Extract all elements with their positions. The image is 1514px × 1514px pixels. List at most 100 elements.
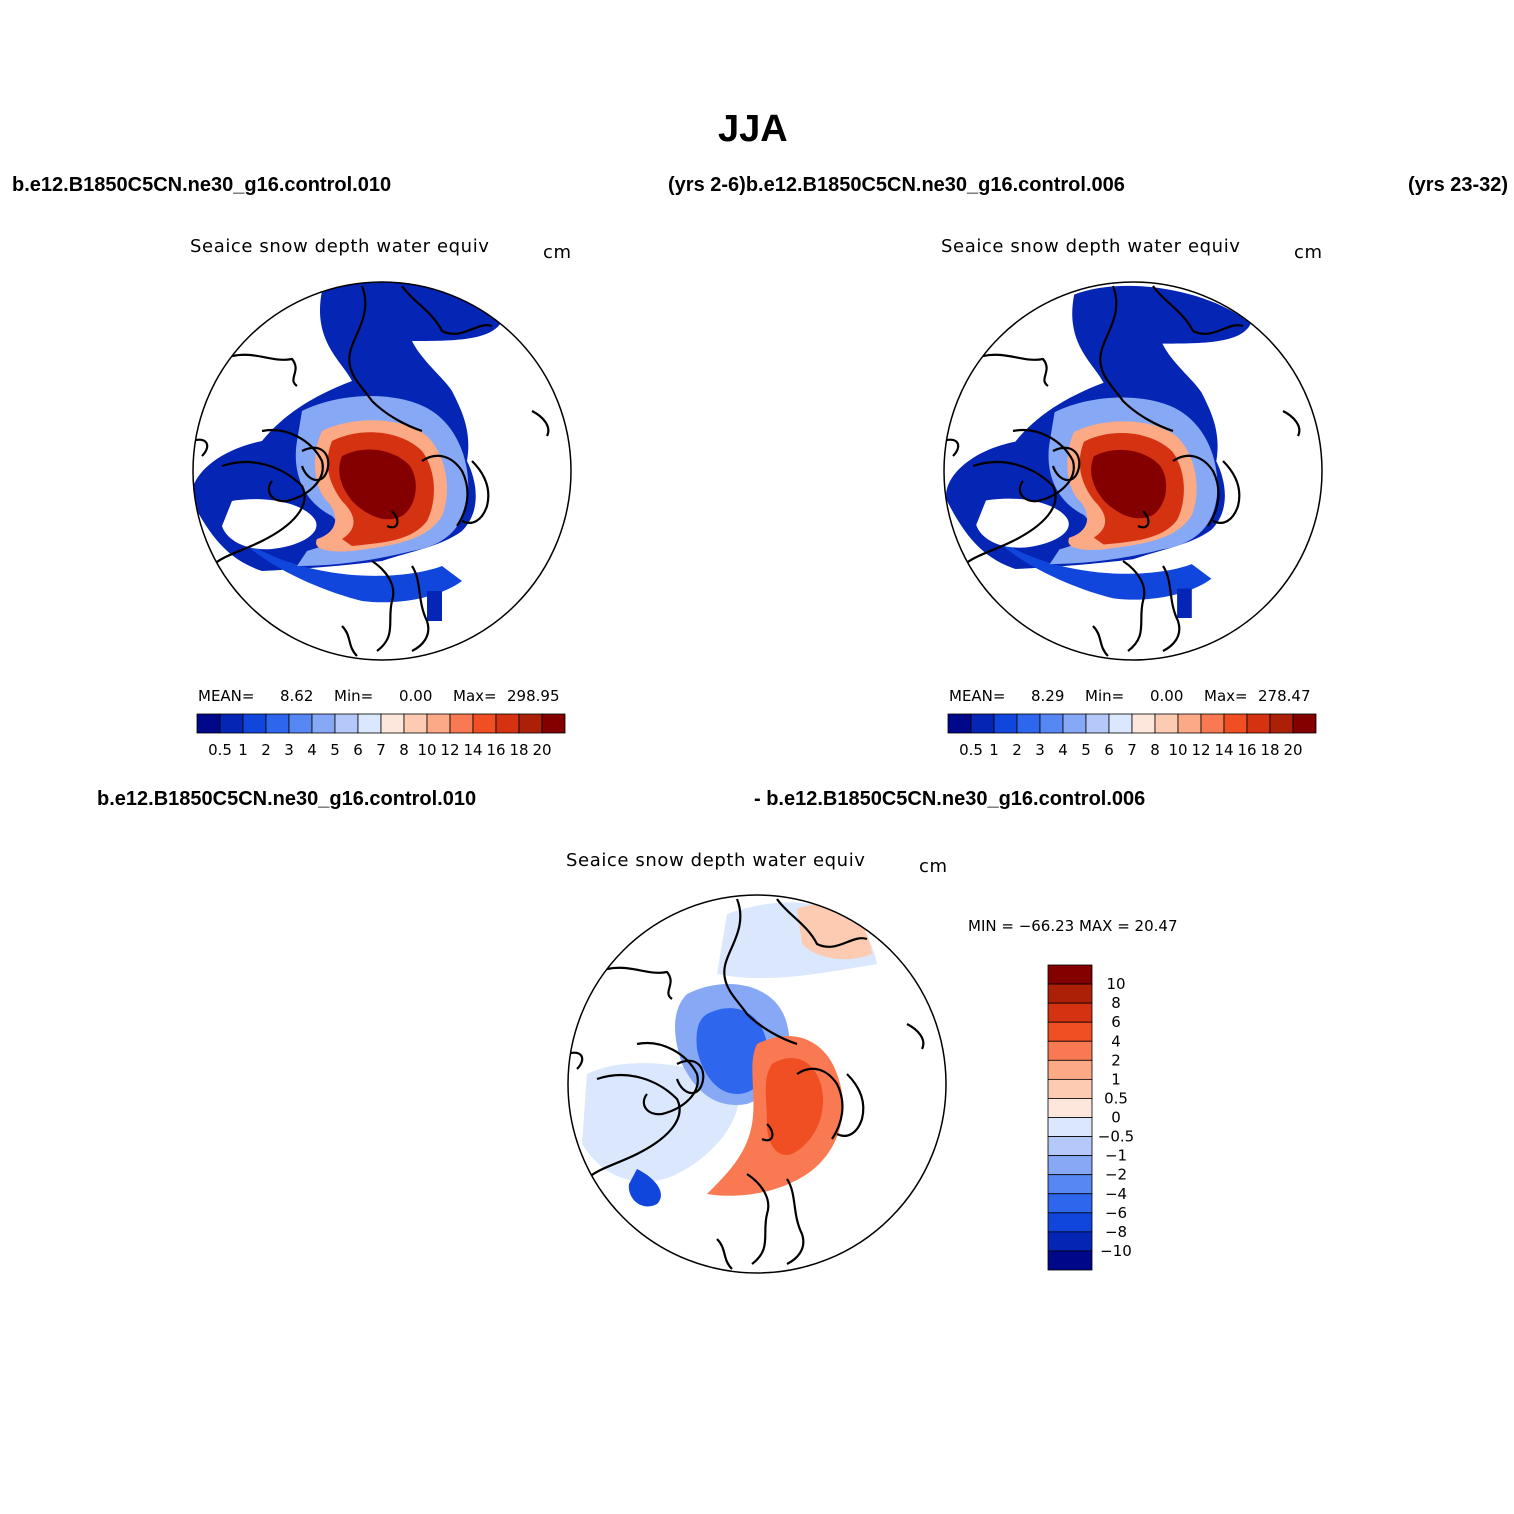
panel1-colorbar-swatch (403, 713, 428, 734)
panel2-colorbar-swatch (1062, 713, 1087, 734)
panel1-colorbar-tick-label: 20 (532, 741, 551, 759)
panel3-colorbar-swatch (1047, 1250, 1093, 1271)
panel1-mean: 8.62 (280, 687, 314, 705)
panel3-colorbar-tick-label: 1 (1111, 1070, 1121, 1088)
panel1-colorbar-tick-label: 7 (376, 741, 386, 759)
panel1-colorbar-swatch (472, 713, 497, 734)
panel3-colorbar-tick-label: −8 (1105, 1223, 1127, 1241)
panel3-colorbar-swatch (1047, 1021, 1093, 1042)
panel1-colorbar-swatch (196, 713, 221, 734)
panel3-colorbar-tick-label: −10 (1100, 1242, 1132, 1260)
panel1-colorbar-tick-label: 1 (238, 741, 248, 759)
panel1-colorbar: 0.5 1 2 3 4 5 6 7 8 10 12 14 16 18 20 (196, 713, 566, 759)
panel1-min: 0.00 (399, 687, 433, 705)
panel3-units: cm (919, 856, 948, 877)
panel1-colorbar-swatch (426, 713, 451, 734)
panel2-variable: Seaice snow depth water equiv (941, 236, 1241, 257)
panel2-colorbar-swatch (1269, 713, 1294, 734)
panel3-colorbar-tick-label: 6 (1111, 1013, 1121, 1031)
panel3-minmax: MIN = −66.23 MAX = 20.47 (968, 917, 1178, 935)
panel3-colorbar-tick-label: 10 (1106, 975, 1125, 993)
panel2-colorbar-swatch (1131, 713, 1156, 734)
panel3-map (567, 894, 947, 1274)
panel1-colorbar-tick-label: 0.5 (208, 741, 232, 759)
panel1-colorbar-swatch (334, 713, 359, 734)
panel2-colorbar-tick-label: 16 (1237, 741, 1256, 759)
panel1-colorbar-swatch (311, 713, 336, 734)
panel3-colorbar-tick-label: −6 (1105, 1204, 1127, 1222)
panel3-colorbar-swatch (1047, 1174, 1093, 1195)
top-left-case-label: b.e12.B1850C5CN.ne30_g16.control.010 (12, 174, 392, 196)
bottom-right-case-label: - b.e12.B1850C5CN.ne30_g16.control.006 (754, 788, 1146, 810)
panel1-colorbar-swatch (495, 713, 520, 734)
panel2-colorbar-swatch (1154, 713, 1179, 734)
panel2-colorbar-swatch (1039, 713, 1064, 734)
panel1-colorbar-swatch (380, 713, 405, 734)
panel1-colorbar-swatch (242, 713, 267, 734)
panel3-colorbar-tick-label: 0.5 (1104, 1089, 1128, 1107)
panel3-colorbar-swatch (1047, 1098, 1093, 1118)
panel1-colorbar-swatch (219, 713, 244, 734)
panel2-map (943, 281, 1323, 661)
panel2-colorbar-swatch (1085, 713, 1110, 734)
panel3-colorbar-swatch (1047, 964, 1093, 985)
panel2-colorbar-swatch (947, 713, 972, 734)
panel2-colorbar-tick-label: 18 (1260, 741, 1279, 759)
panel3-colorbar-tick-label: −2 (1105, 1166, 1127, 1184)
panel1-max: 298.95 (507, 687, 560, 705)
panel3-colorbar-tick-label: 2 (1111, 1051, 1121, 1069)
panel2-colorbar-swatch (993, 713, 1018, 734)
panel3-colorbar-swatch (1047, 1231, 1093, 1252)
figure-title: JJA (718, 108, 788, 150)
panel1-max-label: Max= (453, 687, 497, 705)
panel1-colorbar-tick-label: 2 (261, 741, 271, 759)
panel1-min-label: Min= (334, 687, 374, 705)
panel1-mean-label: MEAN= (198, 687, 255, 705)
panel1-colorbar-tick-label: 4 (307, 741, 317, 759)
panel2-colorbar-swatch (1200, 713, 1225, 734)
panel3-colorbar-swatch (1047, 1136, 1093, 1157)
top-right-case-label: (yrs 23-32) (1408, 174, 1509, 196)
panel3-colorbar-tick-label: 8 (1111, 994, 1121, 1012)
panel2-mean-label: MEAN= (949, 687, 1006, 705)
panel2-colorbar-tick-label: 4 (1058, 741, 1068, 759)
top-middle-case-label: (yrs 2-6)b.e12.B1850C5CN.ne30_g16.contro… (668, 174, 1125, 196)
bottom-left-case-label: b.e12.B1850C5CN.ne30_g16.control.010 (97, 788, 477, 810)
panel2-colorbar-swatch (1108, 713, 1133, 734)
panel2-colorbar-tick-label: 8 (1150, 741, 1160, 759)
panel2-max: 278.47 (1258, 687, 1311, 705)
panel3-colorbar-tick-label: 4 (1111, 1032, 1121, 1050)
panel2-colorbar-tick-label: 12 (1191, 741, 1210, 759)
panel3-colorbar-tick-label: −4 (1105, 1185, 1127, 1203)
panel2-colorbar: 0.5 1 2 3 4 5 6 7 8 10 12 14 16 18 20 (947, 713, 1317, 759)
panel1-colorbar-tick-label: 5 (330, 741, 340, 759)
panel2-colorbar-tick-label: 7 (1127, 741, 1137, 759)
panel2-max-label: Max= (1204, 687, 1248, 705)
panel2-colorbar-tick-label: 1 (989, 741, 999, 759)
panel2-units: cm (1294, 242, 1323, 263)
panel3-colorbar-swatch (1047, 1059, 1093, 1080)
panel2-colorbar-swatch (1177, 713, 1202, 734)
panel2-colorbar-tick-label: 20 (1283, 741, 1302, 759)
panel3-colorbar-swatch (1047, 1002, 1093, 1023)
panel2-colorbar-tick-label: 6 (1104, 741, 1114, 759)
panel1-colorbar-tick-label: 12 (440, 741, 459, 759)
panel3-colorbar-swatch (1047, 1212, 1093, 1233)
panel1-colorbar-tick-label: 14 (463, 741, 482, 759)
panel3-colorbar-swatch (1047, 1040, 1093, 1061)
panel3-colorbar-swatch (1047, 1117, 1093, 1137)
panel1-map (192, 281, 572, 661)
panel3-colorbar-tick-label: 0 (1111, 1109, 1121, 1127)
panel1-colorbar-tick-label: 16 (486, 741, 505, 759)
panel2-colorbar-swatch (1223, 713, 1248, 734)
panel2-colorbar-tick-label: 10 (1168, 741, 1187, 759)
panel3-colorbar-swatch (1047, 1078, 1093, 1099)
panel1-colorbar-tick-label: 3 (284, 741, 294, 759)
panel2-min: 0.00 (1150, 687, 1184, 705)
panel2-colorbar-swatch (1016, 713, 1041, 734)
panel1-variable: Seaice snow depth water equiv (190, 236, 490, 257)
panel1-colorbar-swatch (357, 713, 382, 734)
panel1-colorbar-tick-label: 10 (417, 741, 436, 759)
